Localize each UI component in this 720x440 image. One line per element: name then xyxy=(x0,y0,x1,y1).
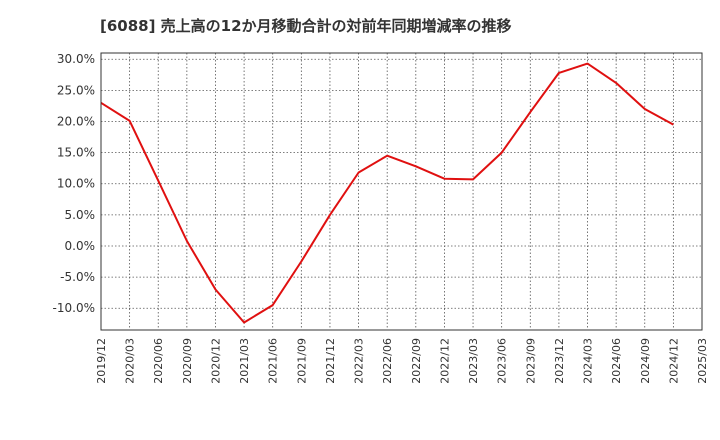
series-lines xyxy=(100,62,674,324)
grid xyxy=(101,53,702,330)
y-tick-label: -10.0% xyxy=(53,301,95,315)
y-tick-label: -5.0% xyxy=(60,270,95,284)
x-tick-label: 2023/06 xyxy=(496,338,509,384)
x-tick-label: 2023/12 xyxy=(553,338,566,384)
x-tick-label: 2024/09 xyxy=(639,338,652,384)
y-tick-label: 30.0% xyxy=(57,52,95,66)
x-tick-label: 2020/09 xyxy=(181,338,194,384)
x-tick-label: 2019/12 xyxy=(95,338,108,384)
x-tick-label: 2023/09 xyxy=(524,338,537,384)
x-tick-label: 2020/06 xyxy=(152,338,165,384)
x-tick-label: 2022/12 xyxy=(438,338,451,384)
x-tick-label: 2021/06 xyxy=(267,338,280,384)
y-tick-label: 15.0% xyxy=(57,146,95,160)
y-tick-label: 10.0% xyxy=(57,177,95,191)
plot-area-frame xyxy=(100,52,703,331)
x-tick-label: 2024/03 xyxy=(582,338,595,384)
y-tick-label: 20.0% xyxy=(57,114,95,128)
y-tick-label: 5.0% xyxy=(65,208,96,222)
x-axis-tick-labels: 2019/12 2020/03 2020/06 2020/09 2020/12 2021/… xyxy=(95,338,709,384)
y-tick-label: 0.0% xyxy=(65,239,96,253)
x-tick-label: 2023/03 xyxy=(467,338,480,384)
series-line xyxy=(100,62,674,324)
x-tick-label: 2021/12 xyxy=(324,338,337,384)
x-tick-label: 2022/03 xyxy=(353,338,366,384)
x-tick-label: 2025/03 xyxy=(696,338,709,384)
x-tick-label: 2021/09 xyxy=(295,338,308,384)
x-tick-label: 2020/03 xyxy=(124,338,137,384)
chart-title: [6088] 売上高の12か月移動合計の対前年同期増減率の推移 xyxy=(100,17,512,35)
y-tick-label: 25.0% xyxy=(57,83,95,97)
y-axis-tick-labels: 30.0% 25.0% 20.0% 15.0% 10.0% 5.0% 0.0% -5.0% -1… xyxy=(53,52,95,315)
x-tick-label: 2024/06 xyxy=(610,338,623,384)
x-tick-label: 2020/12 xyxy=(209,338,222,384)
x-tick-label: 2022/09 xyxy=(410,338,423,384)
x-tick-label: 2022/06 xyxy=(381,338,394,384)
x-tick-label: 2024/12 xyxy=(667,338,680,384)
x-tick-label: 2021/03 xyxy=(238,338,251,384)
